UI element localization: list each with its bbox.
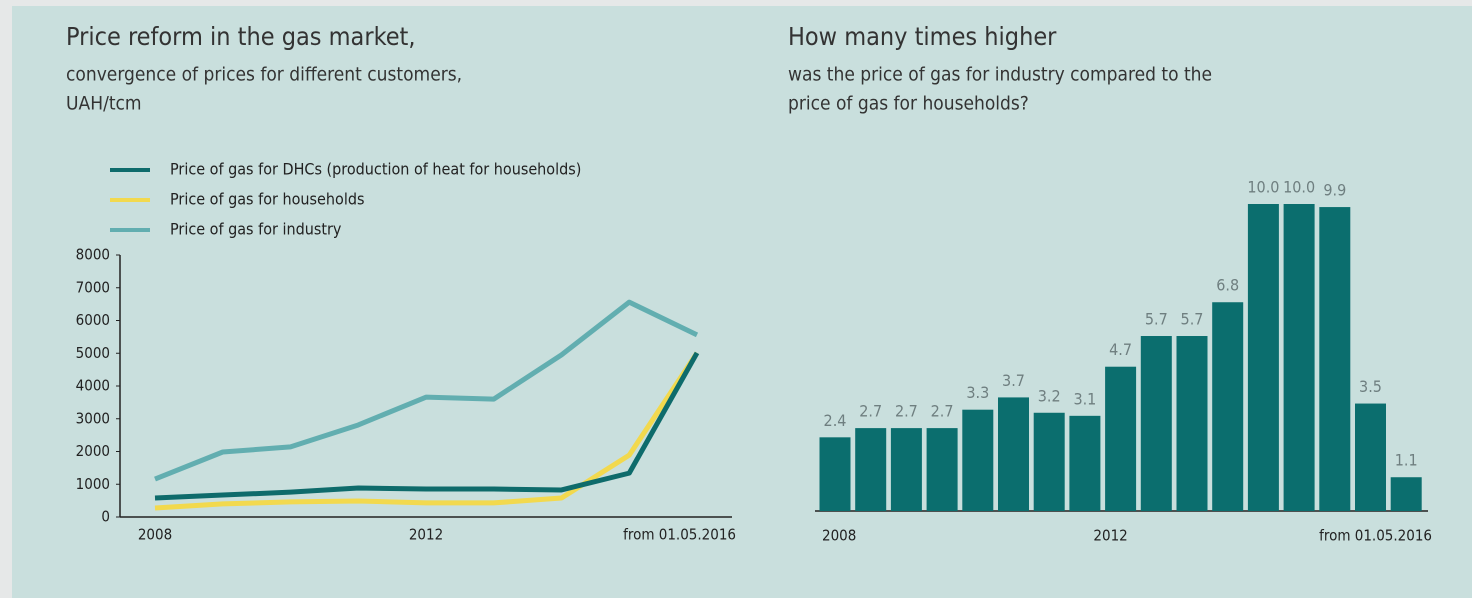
- bar: [998, 397, 1029, 511]
- bar: [1033, 412, 1065, 511]
- bar: [1212, 302, 1244, 511]
- value-label: 2.4: [824, 411, 847, 430]
- x-tick-label: 2012: [1093, 527, 1127, 545]
- value-label: 3.3: [966, 383, 989, 402]
- y-tick-label: 6000: [76, 311, 110, 329]
- series-line: [154, 299, 699, 482]
- bar: [1105, 366, 1137, 511]
- chart-title: How many times higher: [788, 22, 1057, 51]
- series-line: [154, 351, 700, 511]
- y-tick-label: 0: [101, 508, 110, 526]
- y-tick-label: 3000: [76, 409, 110, 427]
- bar: [1247, 204, 1279, 511]
- value-label: 5.7: [1145, 310, 1168, 329]
- value-label: 5.7: [1181, 310, 1204, 329]
- value-label: 2.7: [859, 402, 882, 421]
- legend-label: Price of gas for industry: [170, 220, 342, 239]
- bar: [1390, 477, 1422, 511]
- value-label: 3.7: [1002, 371, 1025, 390]
- y-tick-label: 8000: [76, 246, 110, 264]
- chart-subtitle: price of gas for households?: [788, 93, 1029, 115]
- bar: [1283, 204, 1315, 511]
- bar: [855, 428, 887, 511]
- bar: [1355, 403, 1386, 511]
- chart-subtitle: convergence of prices for different cust…: [66, 64, 462, 86]
- y-tick-label: 5000: [76, 344, 110, 362]
- y-tick-label: 7000: [76, 278, 110, 296]
- value-label: 10.0: [1247, 178, 1279, 197]
- value-label: 6.8: [1216, 276, 1239, 295]
- bar: [1319, 207, 1351, 511]
- chart-title: Price reform in the gas market,: [66, 22, 416, 51]
- legend-label: Price of gas for households: [170, 190, 364, 209]
- bar: [819, 437, 851, 511]
- y-tick-label: 4000: [76, 377, 110, 395]
- bar: [890, 428, 922, 511]
- value-label: 2.7: [931, 402, 954, 421]
- value-label: 9.9: [1323, 181, 1346, 200]
- value-label: 1.1: [1395, 451, 1418, 470]
- legend-label: Price of gas for DHCs (production of hea…: [170, 160, 581, 179]
- bar: [926, 428, 958, 511]
- value-label: 3.1: [1073, 389, 1096, 408]
- x-tick-label: 2008: [138, 526, 172, 544]
- bar: [1069, 415, 1101, 511]
- bar: [962, 409, 994, 511]
- series-line: [154, 351, 700, 501]
- y-tick-label: 1000: [76, 475, 110, 493]
- bar: [1140, 336, 1172, 511]
- chart-subtitle: UAH/tcm: [66, 93, 142, 115]
- bar: [1176, 336, 1208, 511]
- value-label: 4.7: [1109, 340, 1132, 359]
- chart-subtitle: was the price of gas for industry compar…: [788, 64, 1212, 86]
- x-tick-label: 2012: [409, 526, 443, 544]
- y-tick-label: 2000: [76, 442, 110, 460]
- x-tick-label: from 01.05.2016: [1319, 527, 1432, 545]
- value-label: 2.7: [895, 402, 918, 421]
- value-label: 3.2: [1038, 386, 1061, 405]
- x-tick-label: 2008: [822, 527, 856, 545]
- x-tick-label: from 01.05.2016: [623, 526, 736, 544]
- value-label: 10.0: [1283, 178, 1315, 197]
- value-label: 3.5: [1359, 377, 1382, 396]
